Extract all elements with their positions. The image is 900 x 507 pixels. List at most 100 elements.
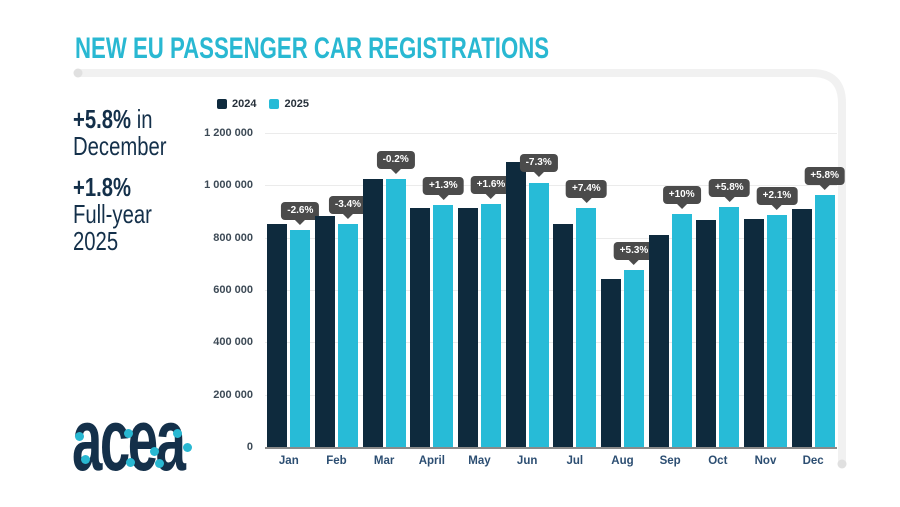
x-axis-label-jan: Jan [278,455,299,467]
legend-label-2024: 2024 [232,98,257,110]
x-axis-label-april: April [418,455,445,467]
pct-change-badge-may: +1.6% [470,176,512,195]
gridline [265,290,837,291]
gridline [265,342,837,344]
key-stats: +5.8% in December +1.8% Full-year 2025 [73,106,167,255]
bar-2025-april [433,204,454,447]
bar-2024-jul [553,224,574,447]
frame-end-dot [73,68,83,78]
bar-2025-jan [290,229,311,447]
bar-2024-nov [743,219,764,447]
month-group-mar: -0.2% Mar [360,133,415,467]
logo-dot [125,457,135,467]
logo-dot [80,454,90,464]
x-axis-label-oct: Oct [708,455,728,467]
gridline [265,133,837,134]
month-group-jul: +7.4% Jul [551,133,607,467]
gridline [265,237,837,239]
bar-2024-aug [600,278,621,447]
y-axis-tick-label: 200 000 [213,388,253,401]
bar-2025-nov [766,214,787,447]
bar-2024-oct [696,220,717,447]
x-axis-label-jun: Jun [516,455,538,467]
stat-full-year: +1.8% Full-year 2025 [73,174,167,255]
month-group-dec: +5.8% Dec [789,133,845,467]
month-group-jan: -2.6% Jan [265,133,320,467]
acea-logo: acea [72,390,186,489]
gridline [265,394,837,396]
chart-legend: 2024 2025 [217,98,309,110]
month-group-sep: +10% Sep [646,133,701,467]
pct-change-badge-dec: +5.8% [804,166,845,185]
x-axis-label-dec: Dec [802,455,824,467]
bar-2024-jun [505,161,526,447]
x-axis-label-sep: Sep [659,455,681,467]
stat-full-year-label: Full-year [73,199,152,229]
y-axis-tick-label: 0 [246,441,253,453]
pct-change-badge-feb: -3.4% [328,195,368,214]
y-axis-tick-label: 600 000 [213,284,253,296]
page-title: NEW EU PASSENGER CAR REGISTRATIONS [75,32,550,65]
month-group-feb: -3.4% Feb [313,133,368,467]
bar-2025-jul [576,207,597,447]
bar-2024-april [410,207,431,447]
bar-2025-may [480,204,501,447]
legend-label-2025: 2025 [284,98,309,110]
stat-december-label: December [73,131,167,161]
legend-item-2024: 2024 [217,98,256,110]
pct-change-badge-oct: +5.8% [709,179,750,198]
frame-end-dot [837,459,847,469]
bar-chart-plot-area: -2.6% Jan -3.4% Feb -0.2% Mar +1.3% April +1.6% M… [265,133,845,467]
month-group-jun: -7.3% Jun [503,133,558,467]
bar-2024-dec [791,208,812,447]
bar-2025-aug [623,269,644,447]
bar-2025-feb [337,223,358,447]
bar-2025-oct [719,207,740,447]
month-group-may: +1.6% May [456,133,512,467]
y-axis-tick-label: 400 000 [213,336,253,349]
pct-change-badge-april: +1.3% [423,176,464,195]
legend-swatch-2025 [269,99,280,109]
legend-swatch-2024 [217,99,227,109]
pct-change-badge-aug: +5.3% [613,241,655,260]
month-group-april: +1.3% April [408,133,464,467]
stat-december-suffix: in [131,104,153,134]
month-group-aug: +5.3% Aug [599,133,655,467]
y-axis-tick-label: 800 000 [213,231,253,244]
pct-change-badge-jan: -2.6% [281,201,320,220]
logo-dot [149,446,159,456]
bar-2024-mar [362,178,383,447]
pct-change-badge-jul: +7.4% [566,179,607,198]
bar-2024-feb [314,215,335,447]
month-group-oct: +5.8% Oct [694,133,750,467]
bar-2024-jan [267,223,288,447]
bar-2025-jun [528,182,549,447]
bar-2025-dec [814,194,835,447]
pct-change-badge-sep: +10% [662,186,701,205]
stat-full-year-value: +1.8% [73,172,132,202]
bar-2024-may [457,208,478,447]
y-axis-tick-label: 1 200 000 [204,127,253,139]
bar-2025-sep [671,214,692,447]
x-axis-label-mar: Mar [373,455,395,467]
pct-change-badge-nov: +2.1% [756,186,798,205]
logo-dot [182,442,192,452]
pct-change-badge-mar: -0.2% [376,151,415,170]
stat-december-value: +5.8% [73,104,132,134]
logo-dot [123,428,133,438]
logo-dot [154,458,164,468]
logo-dot [74,431,84,441]
legend-item-2025: 2025 [269,98,309,110]
x-axis-label-nov: Nov [754,455,777,467]
x-axis-label-aug: Aug [611,455,634,467]
month-group-nov: +2.1% Nov [742,133,798,467]
x-axis-label-may: May [468,455,491,467]
pct-change-badge-jun: -7.3% [519,154,558,173]
x-axis-label-jul: Jul [566,455,584,467]
logo-dot [172,428,182,438]
gridline [265,185,837,187]
bar-2024-sep [648,235,669,447]
stat-december: +5.8% in December [73,106,167,160]
x-axis-label-feb: Feb [326,455,347,467]
y-axis-tick-label: 1 000 000 [204,179,253,192]
